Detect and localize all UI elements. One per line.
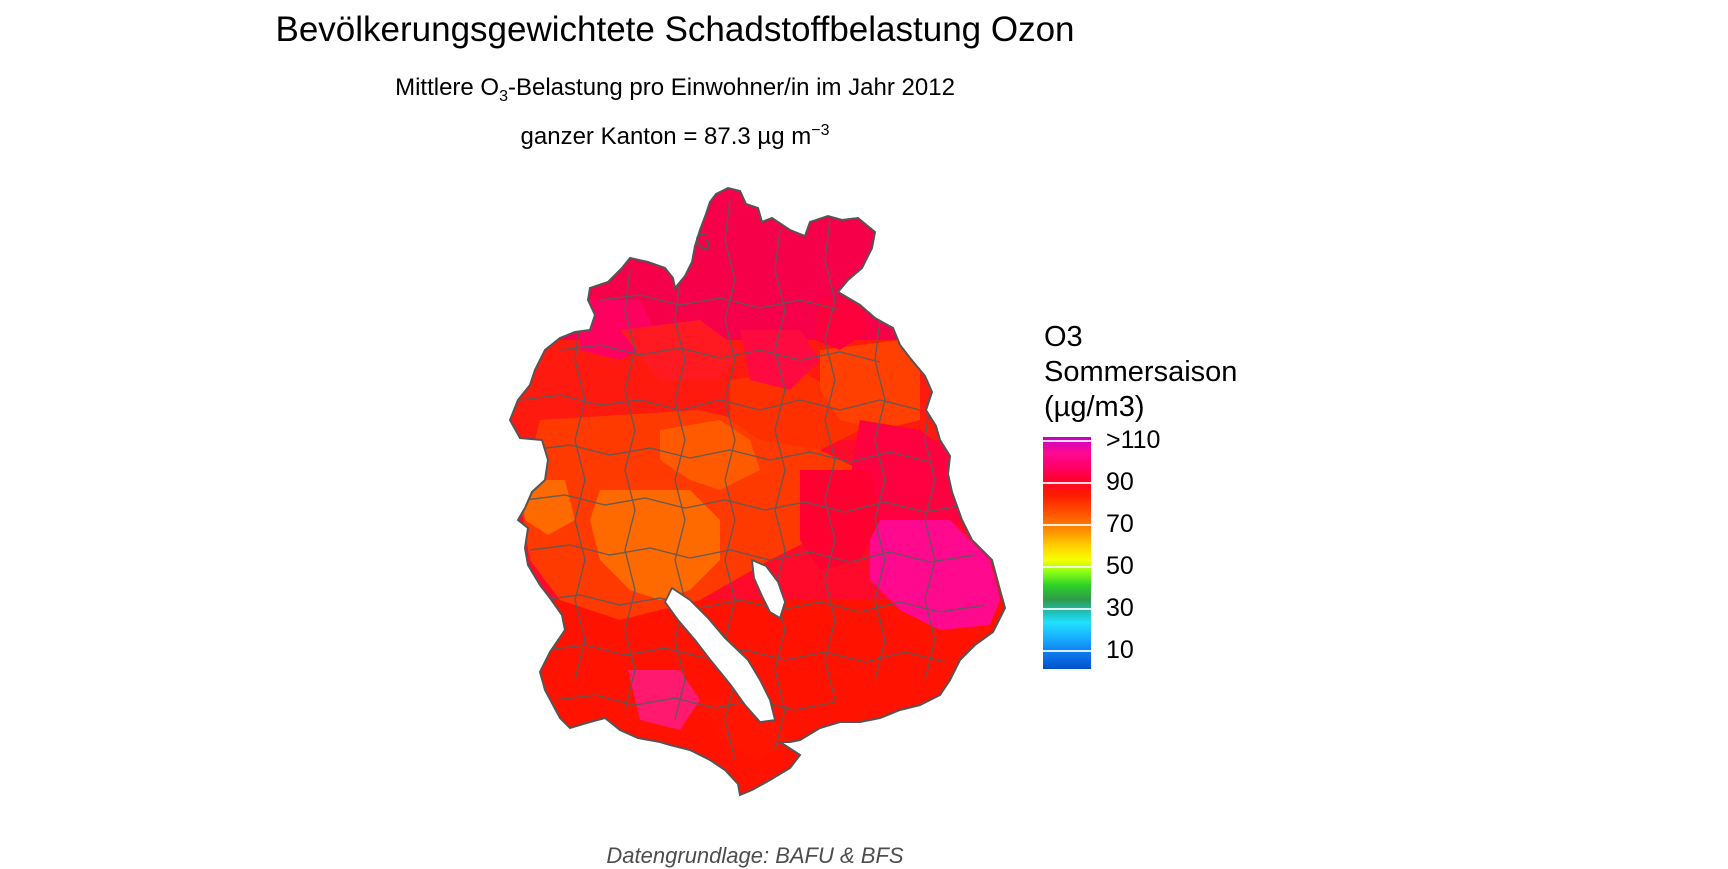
- legend-tick: [1043, 566, 1091, 568]
- legend-label-10: 10: [1106, 636, 1134, 664]
- kanton-average-exponent: −3: [811, 122, 830, 139]
- legend-title: O3 Sommersaison (µg/m3): [1044, 320, 1237, 425]
- legend-label-70: 70: [1106, 510, 1134, 538]
- kanton-average: ganzer Kanton = 87.3 µg m−3: [0, 122, 1350, 151]
- legend-tick: [1043, 524, 1091, 526]
- legend-tick: [1043, 608, 1091, 610]
- legend-title-line2: Sommersaison: [1044, 356, 1238, 388]
- map-subtitle: Mittlere O3-Belastung pro Einwohner/in i…: [0, 74, 1350, 106]
- subtitle-prefix: Mittlere O: [395, 74, 500, 101]
- legend-tick: [1043, 440, 1091, 442]
- legend-label-50: 50: [1106, 552, 1134, 580]
- rhine-loop: [696, 232, 710, 250]
- subtitle-subscript: 3: [499, 87, 508, 105]
- legend-label-30: 30: [1106, 594, 1134, 622]
- legend-tick: [1043, 650, 1091, 652]
- subtitle-suffix: -Belastung pro Einwohner/in im Jahr 2012: [508, 74, 955, 101]
- legend-tick: [1043, 482, 1091, 484]
- lake-zurich: [663, 586, 777, 723]
- data-source-caption: Datengrundlage: BAFU & BFS: [606, 843, 904, 868]
- canton-outline: [508, 186, 1007, 797]
- map-title: Bevölkerungsgewichtete Schadstoffbelastu…: [275, 10, 1075, 49]
- kanton-average-text: ganzer Kanton = 87.3 µg m: [520, 123, 812, 150]
- legend-title-line1: O3: [1044, 321, 1083, 353]
- legend-label-110: >110: [1106, 426, 1161, 454]
- legend-label-90: 90: [1106, 468, 1134, 496]
- legend-title-line3: (µg/m3): [1044, 391, 1145, 423]
- legend-colorbar: [1043, 437, 1091, 669]
- lake-greifensee: [750, 558, 786, 620]
